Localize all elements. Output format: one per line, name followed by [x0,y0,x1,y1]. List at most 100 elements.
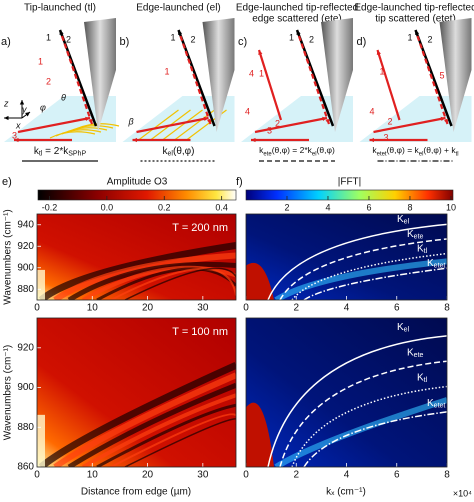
plot-frame [36,317,237,468]
y-tick-label: 940 [17,219,34,230]
dispersion-curve [279,360,447,467]
x-tick-label: 30 [197,470,209,481]
heatmap-stripe [82,393,236,467]
heatmap-edge [37,269,45,300]
diagram-label: φ [40,102,46,112]
formula-part: K [407,347,414,358]
x-tick-label: 6 [394,303,400,314]
y-axis-label: Wavenumbers (cm⁻¹) [3,209,14,304]
annotation: T = 100 nm [172,326,228,338]
subscript: el [312,151,317,157]
subscript: tl [39,150,43,157]
arrow-shaft [17,116,91,134]
arrow-head [376,50,381,55]
y-tick-label: 860 [17,462,34,473]
colorbar-label: Amplitude O3 [107,177,168,188]
arrow-shaft [254,116,328,134]
formula-part: K [407,228,414,239]
diagram-label: 4 [245,106,250,116]
formula-part: = 2*k [42,146,69,157]
arrow-head [25,112,30,117]
diagram-label: 3 [384,132,389,142]
dispersion-curve [303,267,447,300]
formula-part: K [427,258,434,269]
subscript: etet [434,402,446,409]
panel-letter: a) [1,36,11,48]
diagram-label: 2 [428,34,433,44]
tip [202,18,235,132]
arrow-head [440,116,446,121]
panel-title: tip scattered (etet) [375,14,456,25]
subscript: ete [414,233,424,240]
subscript: tl [424,377,428,384]
heatmap-stripe [67,261,236,300]
diagram-label: θ [61,92,66,102]
panel-letter: d) [357,36,367,48]
formula: Ketet [427,258,445,270]
heatmap-stripe [124,418,236,467]
diagram-label: 1 [171,32,176,42]
diagram-label: 4 [370,106,375,116]
diagram-label: 1 [259,68,264,78]
heatmap-feature [246,262,274,300]
arrow-head [251,137,256,143]
formula-part: (θ,φ) [317,145,335,155]
panel-title: Edge-launched (el) [136,3,221,14]
formula: ketet(θ,φ) = kel(θ,φ) + ktl [372,145,458,157]
colorbar [37,189,237,201]
diagram-label: 1 [38,56,43,66]
heatmap-stripe [96,267,236,300]
x-axis-scale: ×10⁴ [453,488,472,498]
formula: ktl = 2*kSPhP [34,146,87,158]
heatmap-stripe [110,413,236,467]
subscript: el [404,219,410,226]
colorbar-tick-label: 2 [284,202,289,212]
formula-part: k [34,146,40,157]
subscript: etet [434,262,446,269]
heatmap-feature [246,402,274,467]
colorbar-tick-label: 10 [446,202,456,212]
subscript: ete [263,151,272,157]
subscript: tl [456,151,459,157]
diagram-label: 5 [440,70,445,80]
subscript: SPhP [68,150,86,157]
wavefront [55,129,102,137]
formula-part: (θ,φ) [173,146,194,157]
heatmap-stripe [110,267,236,300]
plot-frame [245,317,448,468]
x-tick-label: 0 [34,470,40,481]
arrow-head [178,30,183,35]
panel-title: Edge-launched tip-reflected [354,3,474,14]
arrow-head [443,119,449,124]
heatmap-stripe [124,267,236,300]
colorbar [245,189,454,201]
diagram-label: β [128,116,134,126]
diagram-label: 4 [249,68,254,78]
heatmap [246,214,447,300]
wavefront [162,109,203,141]
formula: Ktl [417,243,428,255]
x-axis-label: kₓ (cm⁻¹) [326,487,366,498]
formula-part: K [397,322,404,333]
x-tick-label: 2 [293,303,299,314]
diagram-label: 2 [275,118,280,128]
x-tick-label: 8 [444,470,450,481]
formula: kete(θ,φ) = 2*kel(θ,φ) [259,145,335,157]
diagram-label: 2 [66,34,71,44]
diagram-label: 1 [408,32,413,42]
dispersion-curve [267,335,447,467]
arrow-head [4,115,9,121]
panel-title: Tip-launched (tl) [24,3,96,14]
heatmap [246,318,447,467]
y-tick-label: 920 [17,241,34,252]
wavefront [61,127,108,135]
panel-title: Edge-launched tip-reflected [236,3,358,14]
y-tick-label: 900 [17,382,34,393]
x-tick-label: 20 [142,470,154,481]
heatmap-stripe [53,252,236,300]
dispersion-curve [303,411,447,467]
heatmap-stripe [67,382,236,467]
arrow-head [322,116,327,121]
arrow-shaft [376,49,401,121]
